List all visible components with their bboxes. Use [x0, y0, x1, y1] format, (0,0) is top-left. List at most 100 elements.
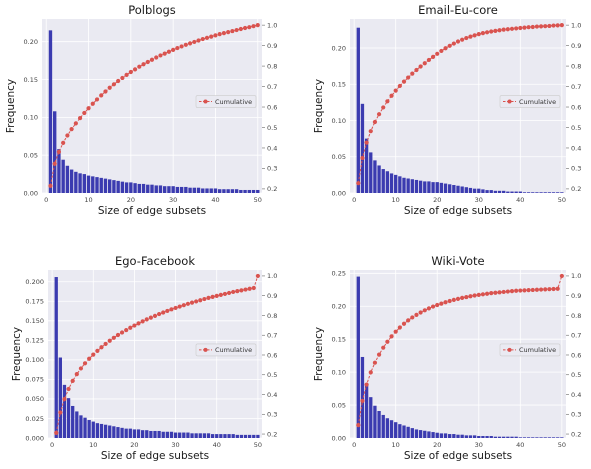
bar	[222, 189, 226, 193]
cumulative-point	[543, 287, 548, 292]
cumulative-point	[145, 59, 150, 65]
y-tick-label: 0.00	[332, 189, 346, 197]
bar	[531, 437, 535, 438]
bar	[518, 437, 522, 438]
bar	[178, 432, 182, 438]
cumulative-point	[128, 325, 133, 330]
bar	[472, 435, 477, 438]
legend: Cumulative	[499, 343, 561, 357]
cumulative-point	[77, 115, 83, 121]
bar	[158, 185, 163, 193]
cumulative-point	[381, 105, 386, 110]
x-tick-label: 50	[558, 196, 566, 204]
bar	[497, 436, 502, 438]
cumulative-point	[86, 106, 91, 111]
cumulative-point	[385, 339, 390, 344]
bar	[154, 185, 158, 193]
cumulative-point	[52, 161, 57, 166]
y2-tick-label: 0.4	[571, 391, 581, 399]
bar	[153, 430, 157, 438]
bar	[188, 187, 192, 193]
cumulative-point	[56, 149, 62, 154]
bar	[223, 434, 227, 438]
bar	[502, 190, 506, 193]
bar	[57, 149, 61, 193]
chart-title: Email-Eu-core	[418, 3, 498, 17]
legend: Cumulative	[499, 95, 561, 108]
cumulative-point	[522, 288, 527, 293]
bar	[373, 160, 377, 193]
x-tick-label: 0	[352, 196, 356, 204]
bar	[116, 180, 120, 193]
y2-tick-label: 0.8	[267, 312, 277, 320]
cumulative-point	[181, 303, 186, 308]
cumulative-point	[522, 25, 527, 30]
x-tick-label: 30	[475, 441, 483, 449]
bar	[256, 434, 260, 438]
bar	[86, 175, 91, 193]
y-tick-label: 0.05	[332, 153, 346, 161]
y-tick-label: 0.15	[24, 76, 38, 84]
cumulative-point	[103, 341, 108, 347]
bar	[202, 433, 207, 438]
cumulative-point	[239, 288, 244, 293]
bar	[62, 384, 67, 438]
bar	[531, 192, 535, 193]
bar	[452, 185, 456, 193]
x-axis-label: Size of edge subsets	[404, 450, 512, 462]
bar	[431, 182, 435, 193]
y2-tick-label: 0.7	[571, 332, 581, 340]
cumulative-point	[435, 302, 440, 308]
cumulative-point	[222, 291, 228, 297]
x-tick-label: 30	[169, 196, 177, 204]
y2-tick-label: 0.2	[571, 185, 581, 193]
cumulative-point	[480, 31, 486, 36]
bar	[161, 431, 165, 438]
cumulative-point	[372, 119, 378, 125]
bar	[184, 186, 188, 193]
cumulative-point	[460, 37, 465, 42]
y2-tick-label: 0.6	[571, 351, 581, 359]
bar	[132, 429, 137, 438]
x-tick-label: 0	[44, 196, 48, 204]
bar	[95, 423, 100, 438]
cumulative-point	[116, 78, 121, 84]
cumulative-point	[422, 61, 427, 66]
y2-tick-label: 0.4	[267, 144, 277, 152]
bar	[141, 183, 146, 193]
cumulative-point	[393, 329, 398, 334]
cumulative-point	[169, 307, 174, 312]
cumulative-point	[468, 294, 473, 299]
x-tick-label: 50	[254, 196, 262, 204]
bar	[369, 397, 373, 438]
bar	[129, 182, 133, 193]
y2-tick-label: 0.4	[571, 144, 581, 152]
bar	[377, 410, 381, 438]
cumulative-point	[70, 378, 75, 383]
bar	[145, 430, 149, 438]
x-tick-label: 20	[433, 441, 441, 449]
cumulative-point	[551, 23, 556, 28]
y2-tick-label: 0.8	[571, 62, 581, 70]
cumulative-point	[543, 24, 548, 29]
cumulative-point	[418, 64, 423, 69]
legend-box	[195, 343, 257, 357]
cumulative-point	[551, 286, 556, 292]
bar	[439, 433, 444, 438]
bar	[394, 422, 398, 438]
chart-title: Ego-Facebook	[115, 254, 195, 268]
bar	[443, 433, 448, 438]
cumulative-point	[243, 287, 248, 292]
cumulative-point	[242, 25, 248, 31]
bar	[186, 432, 190, 438]
y2-tick-label: 1.0	[571, 272, 581, 280]
bar	[235, 434, 239, 438]
x-axis-label: Size of edge subsets	[404, 205, 512, 217]
bar	[381, 414, 385, 438]
cumulative-point	[530, 24, 535, 30]
cumulative-point	[162, 51, 167, 56]
cumulative-point	[234, 27, 239, 33]
bar	[95, 177, 99, 193]
cumulative-point	[422, 308, 427, 313]
